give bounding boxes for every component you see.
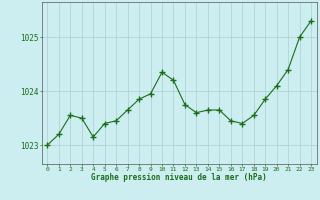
X-axis label: Graphe pression niveau de la mer (hPa): Graphe pression niveau de la mer (hPa) [91, 173, 267, 182]
